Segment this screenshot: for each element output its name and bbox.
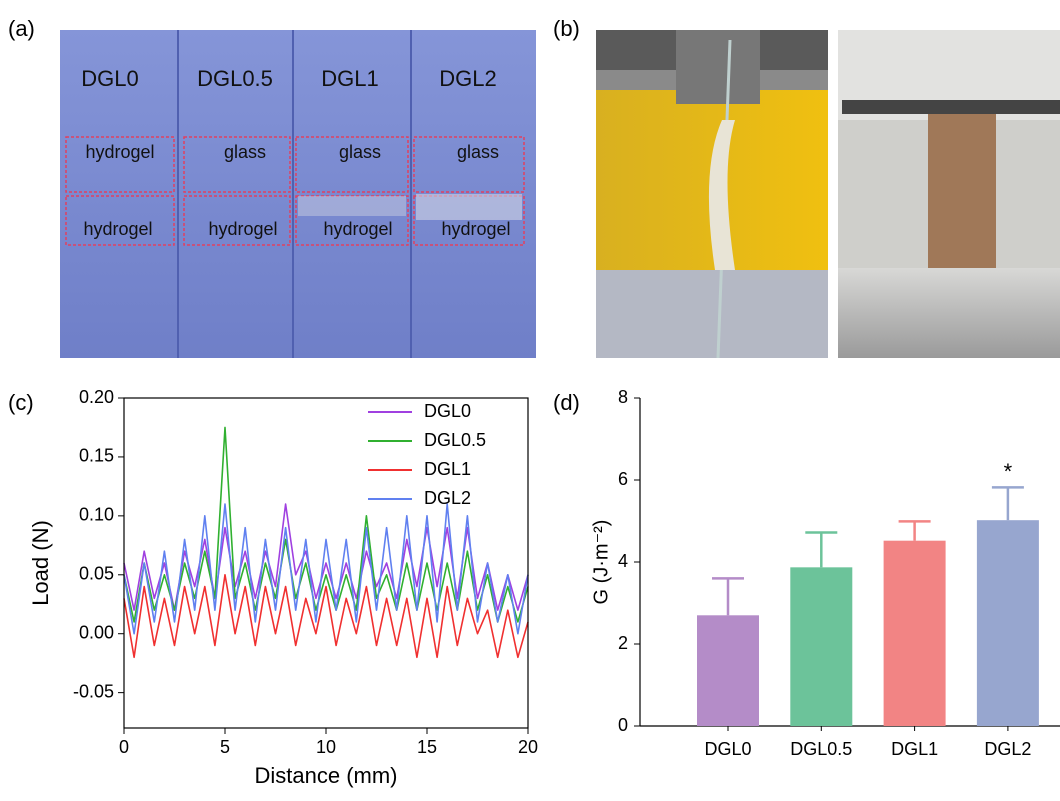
annotation: *	[1004, 459, 1013, 484]
sample-label: hydrogel	[83, 219, 152, 239]
chart-d: 0 2 4 6 8 DGL0 DGL0.5 DGL1 DGL2 * G (J·m⁻²)	[590, 387, 1060, 759]
bar	[697, 615, 759, 726]
x-tick-label: 20	[518, 737, 538, 757]
legend-label: DGL1	[424, 459, 471, 479]
y-tick-label: 6	[618, 469, 628, 489]
x-tick-label: 10	[316, 737, 336, 757]
sample-label: glass	[224, 142, 266, 162]
sample-label: hydrogel	[85, 142, 154, 162]
photo-b	[596, 30, 1060, 359]
sample-label: glass	[457, 142, 499, 162]
bar	[976, 520, 1039, 726]
x-tick-label: DGL2	[984, 739, 1031, 759]
x-tick-label: 5	[220, 737, 230, 757]
column-label: DGL0.5	[197, 66, 273, 91]
residue	[416, 194, 522, 220]
residue	[298, 196, 406, 216]
legend-label: DGL0.5	[424, 430, 486, 450]
sample-label: hydrogel	[323, 219, 392, 239]
chart-c: 0 5 10 15 20 -0.05 0.00 0.05 0.10 0.15 0.20 Distanc…	[28, 387, 538, 788]
x-axis-label: Distance (mm)	[254, 763, 397, 788]
base	[838, 268, 1060, 358]
photo-a: DGL0 hydrogel hydrogel DGL0.5 glass hydrogel D…	[60, 30, 536, 358]
clamp	[842, 100, 1060, 114]
y-tick-label: 0.05	[79, 564, 114, 584]
x-tick-label: DGL0	[704, 739, 751, 759]
y-tick-label: 2	[618, 633, 628, 653]
y-tick-label: 0.20	[79, 387, 114, 407]
y-tick-label: 4	[618, 551, 628, 571]
legend-label: DGL2	[424, 488, 471, 508]
data-line	[123, 503, 529, 635]
data-line	[123, 426, 529, 623]
hydrogel	[708, 120, 735, 270]
x-tick-label: 15	[417, 737, 437, 757]
y-tick-label: 0.15	[79, 446, 114, 466]
column-label: DGL2	[439, 66, 496, 91]
x-tick-label: 0	[119, 737, 129, 757]
column-label: DGL0	[81, 66, 138, 91]
y-tick-label: 0	[618, 715, 628, 735]
sample-label: glass	[339, 142, 381, 162]
bar	[790, 567, 853, 726]
y-tick-label: 0.00	[79, 622, 114, 642]
legend-label: DGL0	[424, 401, 471, 421]
sample-label: hydrogel	[441, 219, 510, 239]
y-tick-label: 0.10	[79, 505, 114, 525]
sample-label: hydrogel	[208, 219, 277, 239]
data-line	[123, 573, 529, 659]
bar	[883, 540, 946, 726]
y-tick-label: 8	[618, 387, 628, 407]
panel-label: (d)	[553, 390, 580, 415]
base	[596, 270, 828, 358]
hydrogel	[928, 114, 996, 268]
clamp-jaw	[676, 30, 760, 104]
y-tick-label: -0.05	[73, 681, 114, 701]
panel-label: (c)	[8, 390, 34, 415]
y-axis-label: G (J·m⁻²)	[590, 520, 612, 605]
panel-label: (b)	[553, 16, 580, 41]
column-label: DGL1	[321, 66, 378, 91]
panel-label: (a)	[8, 16, 35, 41]
x-tick-label: DGL0.5	[790, 739, 852, 759]
y-axis-label: Load (N)	[28, 520, 53, 606]
x-tick-label: DGL1	[891, 739, 938, 759]
